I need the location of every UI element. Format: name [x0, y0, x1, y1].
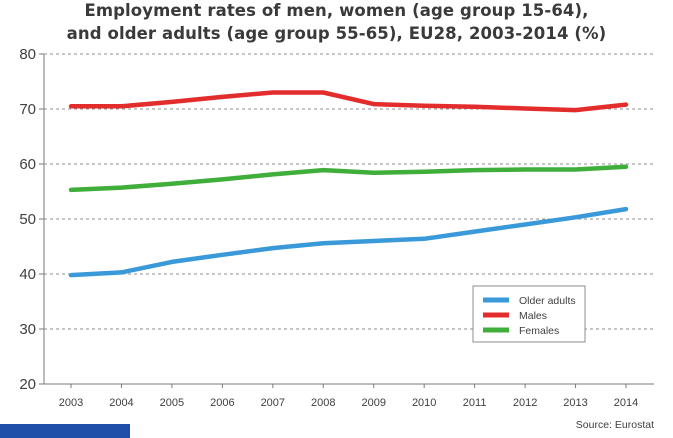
- x-tick-label-2010: 2010: [412, 397, 436, 409]
- x-tick-label-2008: 2008: [311, 397, 335, 409]
- x-tick-label-2013: 2013: [563, 397, 587, 409]
- y-tick-label-40: 40: [19, 266, 36, 283]
- legend-label-males: Males: [519, 310, 547, 322]
- series-line-older-adults: [68, 206, 629, 278]
- x-tick-label-2006: 2006: [210, 397, 234, 409]
- x-tick-label-2003: 2003: [59, 397, 83, 409]
- legend-label-older-adults: Older adults: [519, 295, 576, 307]
- y-tick-label-30: 30: [19, 321, 36, 338]
- decorative-corner-strip: [0, 424, 130, 438]
- chart-title-line-2: and older adults (age group 55-65), EU28…: [66, 24, 607, 43]
- x-tick-label-2014: 2014: [614, 397, 638, 409]
- x-tick-label-2007: 2007: [261, 397, 285, 409]
- source-note: Source: Eurostat: [576, 419, 654, 431]
- x-tick-label-2009: 2009: [361, 397, 385, 409]
- series-line-females: [68, 164, 629, 193]
- x-tick-label-2012: 2012: [513, 397, 537, 409]
- chart-title-line-1: Employment rates of men, women (age grou…: [84, 1, 589, 20]
- y-tick-label-20: 20: [19, 376, 36, 393]
- legend-label-females: Females: [519, 325, 559, 337]
- y-tick-label-70: 70: [19, 101, 36, 118]
- y-tick-label-50: 50: [19, 211, 36, 228]
- x-tick-label-2004: 2004: [109, 397, 133, 409]
- x-tick-label-2011: 2011: [463, 397, 487, 409]
- y-tick-label-60: 60: [19, 156, 36, 173]
- series-line-males: [68, 90, 629, 113]
- y-tick-label-80: 80: [19, 46, 36, 63]
- x-tick-label-2005: 2005: [160, 397, 184, 409]
